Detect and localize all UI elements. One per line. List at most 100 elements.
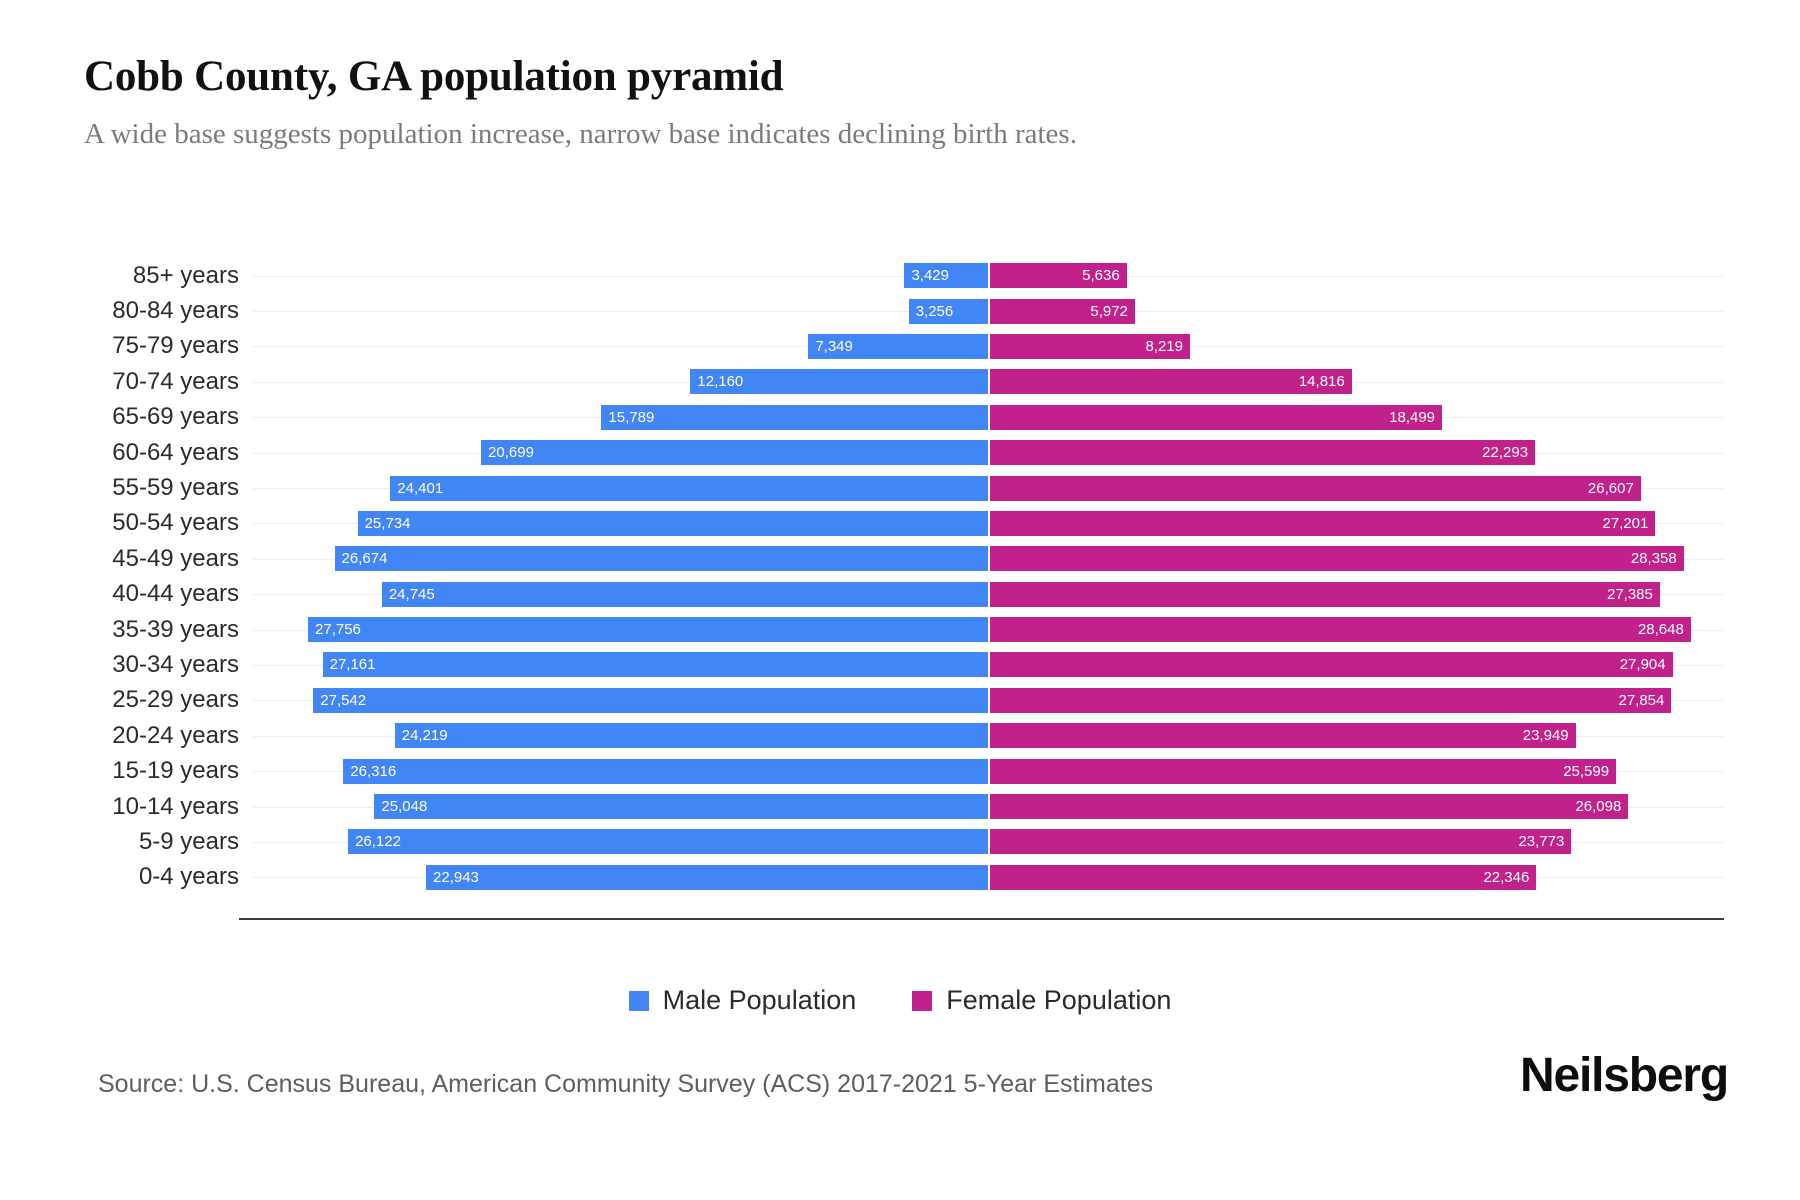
female-half: 8,219 xyxy=(988,329,1725,364)
female-bar[interactable]: 27,904 xyxy=(988,652,1673,678)
male-bar[interactable]: 26,122 xyxy=(348,829,989,855)
row-track: 7,349 8,219 xyxy=(253,328,1725,365)
male-half: 12,160 xyxy=(253,364,989,399)
female-bar-value: 5,636 xyxy=(1082,267,1120,285)
age-group-label: 70-74 years xyxy=(112,367,239,395)
male-bar-value: 24,745 xyxy=(388,585,435,603)
male-half: 26,316 xyxy=(253,753,989,788)
male-half: 25,734 xyxy=(253,506,989,541)
male-half: 27,756 xyxy=(253,612,989,647)
source-note: Source: U.S. Census Bureau, American Com… xyxy=(98,1070,1154,1098)
male-bar-value: 26,316 xyxy=(350,762,397,780)
female-bar[interactable]: 27,385 xyxy=(988,581,1660,607)
center-divider xyxy=(987,399,990,435)
female-half: 26,607 xyxy=(988,470,1725,505)
female-bar[interactable]: 18,499 xyxy=(988,404,1443,430)
female-half: 22,346 xyxy=(988,860,1725,895)
pyramid-row: 30-34 years 27,161 27,904 xyxy=(84,647,1724,683)
female-bar-value: 18,499 xyxy=(1389,408,1436,426)
female-bar-value: 27,904 xyxy=(1619,656,1666,674)
male-bar[interactable]: 27,542 xyxy=(313,687,989,713)
legend-item-male[interactable]: Male Population xyxy=(628,985,856,1016)
female-bar[interactable]: 26,607 xyxy=(988,475,1641,501)
center-divider xyxy=(987,434,990,471)
female-half: 14,816 xyxy=(988,364,1725,399)
center-divider xyxy=(987,824,990,860)
row-track: 3,256 5,972 xyxy=(253,293,1724,329)
center-divider xyxy=(987,576,990,612)
female-bar[interactable]: 23,773 xyxy=(988,829,1572,855)
male-half: 24,219 xyxy=(253,718,989,753)
female-bar-value: 27,854 xyxy=(1618,691,1665,709)
male-bar-value: 3,256 xyxy=(915,302,954,320)
female-bar[interactable]: 23,949 xyxy=(988,723,1576,749)
row-track: 25,048 26,098 xyxy=(253,788,1725,825)
male-bar[interactable]: 12,160 xyxy=(690,369,989,395)
female-bar[interactable]: 22,346 xyxy=(988,864,1537,890)
female-bar[interactable]: 8,219 xyxy=(988,333,1190,359)
female-bar[interactable]: 28,648 xyxy=(988,617,1691,643)
page-subtitle: A wide base suggests population increase… xyxy=(84,118,1077,151)
pyramid-row: 35-39 years 27,756 28,648 xyxy=(84,611,1725,648)
female-bar[interactable]: 5,972 xyxy=(988,298,1135,324)
row-track: 24,401 26,607 xyxy=(253,470,1725,506)
center-divider xyxy=(987,647,990,683)
male-bar[interactable]: 26,316 xyxy=(343,758,989,784)
pyramid-row: 60-64 years 20,699 22,293 xyxy=(84,434,1724,471)
pyramid-row: 15-19 years 26,316 25,599 xyxy=(84,753,1724,789)
chart-legend: Male Population Female Population xyxy=(0,985,1800,1016)
female-bar-value: 23,773 xyxy=(1518,833,1565,851)
female-bar[interactable]: 26,098 xyxy=(988,794,1629,820)
female-bar[interactable]: 25,599 xyxy=(988,758,1617,784)
male-bar-value: 12,160 xyxy=(697,373,744,391)
male-half: 7,349 xyxy=(253,329,989,364)
female-half: 28,648 xyxy=(988,612,1725,647)
female-bar[interactable]: 22,293 xyxy=(988,440,1536,466)
male-half: 22,943 xyxy=(253,860,989,895)
male-bar[interactable]: 20,699 xyxy=(481,440,989,466)
male-bar-value: 15,789 xyxy=(608,408,655,426)
female-bar-value: 22,293 xyxy=(1482,444,1529,462)
male-half: 3,256 xyxy=(253,293,989,328)
age-group-label: 40-44 years xyxy=(112,580,239,608)
center-divider xyxy=(987,258,990,294)
male-half: 3,429 xyxy=(253,258,989,293)
male-bar[interactable]: 24,401 xyxy=(390,475,989,501)
age-group-label: 85+ years xyxy=(132,261,239,289)
female-bar[interactable]: 27,201 xyxy=(988,510,1656,536)
center-divider xyxy=(987,328,990,365)
male-bar[interactable]: 24,745 xyxy=(381,581,989,607)
female-bar[interactable]: 28,358 xyxy=(988,546,1684,572)
center-divider xyxy=(987,293,990,329)
pyramid-row: 65-69 years 15,789 18,499 xyxy=(84,399,1724,435)
center-divider xyxy=(987,611,990,648)
male-bar-value: 25,048 xyxy=(381,798,428,816)
legend-item-female[interactable]: Female Population xyxy=(912,985,1171,1016)
male-bar[interactable]: 25,734 xyxy=(357,510,989,536)
male-bar[interactable]: 3,256 xyxy=(908,298,989,324)
male-bar[interactable]: 27,756 xyxy=(308,617,989,643)
age-group-label: 75-79 years xyxy=(112,332,239,360)
male-bar[interactable]: 15,789 xyxy=(601,404,989,430)
pyramid-row: 85+ years 3,429 5,636 xyxy=(84,258,1724,294)
male-bar[interactable]: 27,161 xyxy=(322,652,989,678)
male-bar[interactable]: 24,219 xyxy=(394,723,989,749)
female-bar[interactable]: 5,636 xyxy=(988,263,1127,289)
male-bar[interactable]: 26,674 xyxy=(334,546,989,572)
male-bar-value: 27,756 xyxy=(315,621,361,639)
female-bar[interactable]: 27,854 xyxy=(988,687,1672,713)
pyramid-row: 70-74 years 12,160 14,816 xyxy=(84,364,1725,400)
male-bar[interactable]: 7,349 xyxy=(808,333,989,359)
male-bar[interactable]: 25,048 xyxy=(374,794,989,820)
male-bar[interactable]: 22,943 xyxy=(426,864,989,890)
male-bar[interactable]: 3,429 xyxy=(904,263,989,289)
age-group-label: 20-24 years xyxy=(112,721,239,749)
age-group-label: 65-69 years xyxy=(112,403,239,431)
square-swatch-icon xyxy=(912,990,933,1011)
row-track: 24,745 27,385 xyxy=(253,576,1724,612)
female-half: 23,949 xyxy=(988,718,1725,753)
female-bar[interactable]: 14,816 xyxy=(988,369,1352,395)
female-bar-value: 28,648 xyxy=(1637,621,1684,639)
female-half: 26,098 xyxy=(988,789,1725,824)
